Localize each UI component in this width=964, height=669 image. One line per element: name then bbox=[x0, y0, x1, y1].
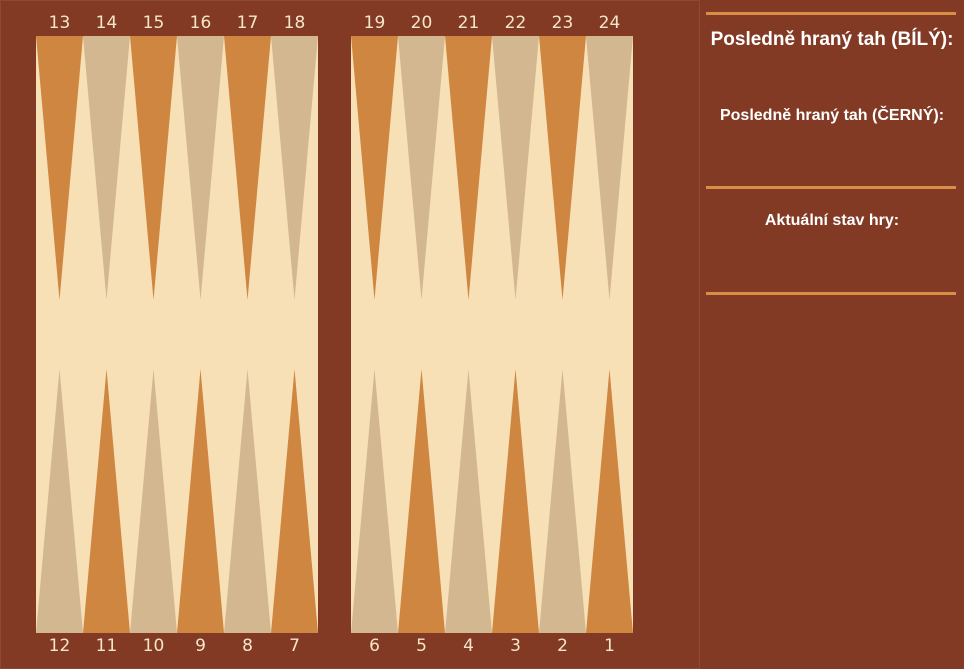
point-number-22: 22 bbox=[504, 13, 527, 33]
board-point-13[interactable] bbox=[36, 36, 83, 300]
point-number-13: 13 bbox=[48, 13, 71, 33]
board-point-7[interactable] bbox=[271, 369, 318, 633]
board-point-9[interactable] bbox=[177, 369, 224, 633]
point-number-11: 11 bbox=[95, 636, 118, 656]
board-point-16[interactable] bbox=[177, 36, 224, 300]
point-number-24: 24 bbox=[598, 13, 621, 33]
board-point-23[interactable] bbox=[539, 36, 586, 300]
point-number-9: 9 bbox=[195, 636, 206, 656]
last-move-black-label: Posledně hraný tah (ČERNÝ): bbox=[719, 107, 945, 124]
last-move-white-label: Posledně hraný tah (BÍLÝ): bbox=[710, 29, 954, 50]
board-point-1[interactable] bbox=[586, 369, 633, 633]
board-point-12[interactable] bbox=[36, 369, 83, 633]
point-number-1: 1 bbox=[604, 636, 615, 656]
board-point-22[interactable] bbox=[492, 36, 539, 300]
board-point-20[interactable] bbox=[398, 36, 445, 300]
board-point-3[interactable] bbox=[492, 369, 539, 633]
board-point-17[interactable] bbox=[224, 36, 271, 300]
point-number-8: 8 bbox=[242, 636, 253, 656]
board-point-5[interactable] bbox=[398, 369, 445, 633]
board-half-left bbox=[36, 36, 318, 633]
board-point-10[interactable] bbox=[130, 369, 177, 633]
point-number-19: 19 bbox=[363, 13, 386, 33]
point-number-18: 18 bbox=[283, 13, 306, 33]
points-left bbox=[36, 36, 318, 633]
point-number-20: 20 bbox=[410, 13, 433, 33]
point-number-7: 7 bbox=[289, 636, 300, 656]
board-point-6[interactable] bbox=[351, 369, 398, 633]
point-number-21: 21 bbox=[457, 13, 480, 33]
point-number-17: 17 bbox=[236, 13, 259, 33]
point-number-23: 23 bbox=[551, 13, 574, 33]
point-number-5: 5 bbox=[416, 636, 427, 656]
info-panel: Posledně hraný tah (BÍLÝ): Posledně hran… bbox=[700, 0, 964, 669]
backgammon-board: 13 14 15 16 17 18 19 20 21 22 23 24 12 1… bbox=[36, 13, 633, 656]
point-number-4: 4 bbox=[463, 636, 474, 656]
points-right bbox=[351, 36, 633, 633]
board-point-11[interactable] bbox=[83, 369, 130, 633]
board-half-right bbox=[351, 36, 633, 633]
point-number-2: 2 bbox=[557, 636, 568, 656]
board-point-15[interactable] bbox=[130, 36, 177, 300]
board-point-14[interactable] bbox=[83, 36, 130, 300]
point-number-12: 12 bbox=[48, 636, 71, 656]
divider-bottom bbox=[706, 292, 956, 295]
game-state-label: Aktuální stav hry: bbox=[764, 212, 900, 229]
board-point-19[interactable] bbox=[351, 36, 398, 300]
board-point-8[interactable] bbox=[224, 369, 271, 633]
point-number-6: 6 bbox=[369, 636, 380, 656]
board-point-21[interactable] bbox=[445, 36, 492, 300]
point-number-14: 14 bbox=[95, 13, 118, 33]
point-number-16: 16 bbox=[189, 13, 212, 33]
point-number-15: 15 bbox=[142, 13, 165, 33]
divider-middle bbox=[706, 186, 956, 189]
board-point-2[interactable] bbox=[539, 369, 586, 633]
board-point-4[interactable] bbox=[445, 369, 492, 633]
point-number-3: 3 bbox=[510, 636, 521, 656]
board-point-18[interactable] bbox=[271, 36, 318, 300]
divider-top bbox=[706, 12, 956, 15]
board-point-24[interactable] bbox=[586, 36, 633, 300]
point-number-10: 10 bbox=[142, 636, 165, 656]
